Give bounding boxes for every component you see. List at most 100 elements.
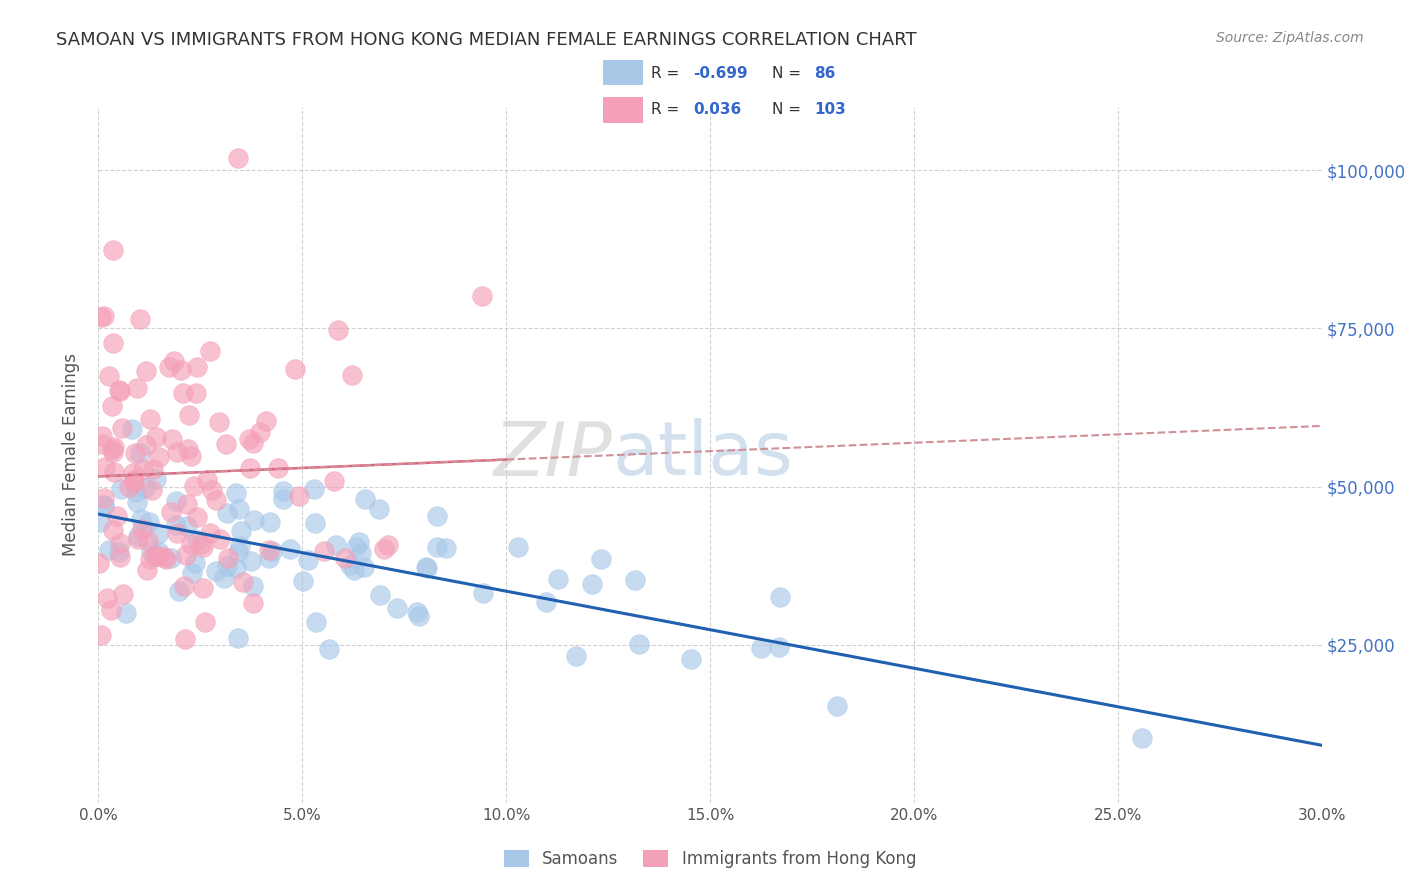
Point — [159, 550, 181, 565]
Point — [172, 385, 194, 400]
Point — [229, 539, 252, 553]
Point — [471, 289, 494, 303]
Point — [312, 544, 335, 558]
Point — [340, 368, 363, 383]
Point — [101, 335, 124, 350]
Point — [344, 540, 367, 554]
Point — [146, 549, 169, 564]
Point — [135, 438, 157, 452]
Point — [1130, 731, 1153, 746]
Point — [93, 499, 115, 513]
Point — [339, 558, 361, 573]
Point — [101, 445, 124, 459]
Point — [125, 495, 148, 509]
Point — [297, 553, 319, 567]
Point — [624, 573, 647, 587]
Point — [118, 480, 141, 494]
Point — [148, 450, 170, 464]
Point — [406, 605, 429, 619]
Point — [186, 360, 208, 375]
Point — [225, 486, 247, 500]
Point — [347, 535, 370, 549]
Point — [305, 615, 328, 629]
Point — [628, 637, 651, 651]
Point — [259, 551, 281, 566]
Point — [183, 479, 205, 493]
Point — [87, 556, 110, 570]
Point — [825, 698, 848, 713]
Legend: Samoans, Immigrants from Hong Kong: Samoans, Immigrants from Hong Kong — [498, 843, 922, 874]
Point — [174, 632, 197, 646]
Point — [111, 420, 134, 434]
Point — [146, 526, 169, 541]
Text: N =: N = — [772, 66, 806, 81]
Point — [239, 461, 262, 475]
Text: SAMOAN VS IMMIGRANTS FROM HONG KONG MEDIAN FEMALE EARNINGS CORRELATION CHART: SAMOAN VS IMMIGRANTS FROM HONG KONG MEDI… — [56, 31, 917, 49]
Point — [208, 533, 231, 547]
Point — [131, 522, 153, 536]
Point — [103, 440, 125, 454]
Point — [128, 446, 150, 460]
Point — [228, 502, 250, 516]
Point — [186, 510, 208, 524]
Point — [105, 509, 128, 524]
Point — [170, 363, 193, 377]
Point — [108, 549, 131, 564]
Point — [184, 386, 207, 401]
Point — [284, 362, 307, 376]
Point — [136, 533, 159, 548]
Text: R =: R = — [651, 66, 685, 81]
Point — [163, 354, 186, 368]
Point — [273, 491, 295, 506]
Point — [93, 491, 115, 505]
Point — [256, 414, 278, 428]
Point — [232, 575, 254, 590]
Point — [110, 536, 132, 550]
Point — [373, 541, 395, 556]
Point — [103, 243, 125, 257]
Point — [416, 560, 439, 574]
Point — [142, 462, 165, 476]
Point — [165, 517, 187, 532]
Point — [174, 548, 197, 562]
Point — [191, 540, 214, 554]
Text: N =: N = — [772, 102, 806, 117]
Point — [100, 602, 122, 616]
Point — [343, 563, 366, 577]
Point — [472, 585, 495, 599]
Point — [205, 564, 228, 578]
Point — [408, 608, 430, 623]
Point — [385, 600, 408, 615]
Text: 86: 86 — [814, 66, 835, 81]
Point — [368, 588, 391, 602]
Point — [200, 483, 222, 497]
Point — [129, 312, 152, 326]
Point — [215, 559, 238, 574]
Point — [547, 572, 569, 586]
Point — [191, 581, 214, 595]
Point — [681, 652, 703, 666]
Point — [125, 381, 148, 395]
Point — [177, 408, 200, 422]
Point — [138, 551, 160, 566]
Point — [186, 533, 208, 547]
Point — [89, 516, 111, 530]
Point — [195, 473, 218, 487]
Point — [769, 590, 792, 604]
Point — [190, 537, 212, 551]
Point — [93, 309, 115, 323]
Point — [226, 545, 249, 559]
Point — [415, 560, 437, 574]
Point — [160, 505, 183, 519]
Point — [591, 552, 613, 566]
Point — [426, 540, 449, 554]
Point — [200, 525, 222, 540]
Point — [173, 579, 195, 593]
Point — [176, 442, 198, 456]
Point — [242, 513, 264, 527]
Point — [225, 560, 247, 574]
Point — [249, 425, 271, 439]
Point — [111, 587, 134, 601]
Point — [94, 459, 117, 474]
Point — [267, 460, 290, 475]
